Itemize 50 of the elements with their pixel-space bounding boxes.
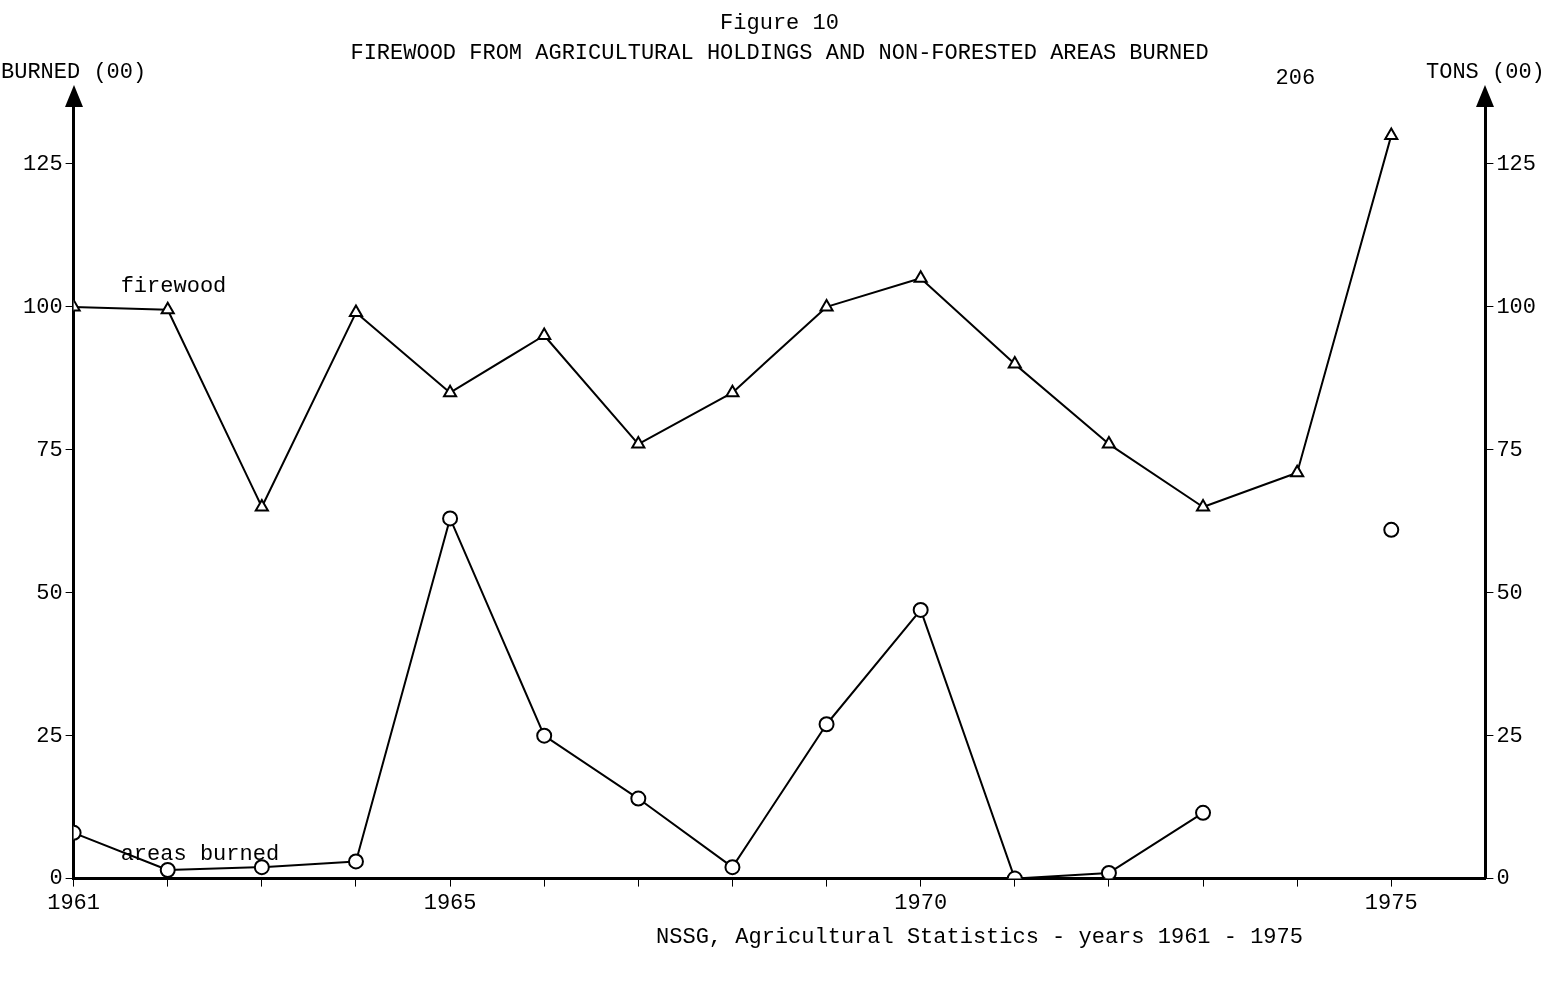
series-label: areas burned: [120, 841, 280, 867]
point: [1195, 498, 1211, 512]
point: [348, 304, 364, 318]
y-axis-title: BURNED (00): [0, 59, 147, 85]
y2-tick-label: 75: [1496, 437, 1523, 463]
text: 206: [1275, 65, 1316, 91]
point: [631, 436, 646, 449]
point: [819, 298, 834, 312]
point: [1101, 436, 1116, 449]
chart-title: Figure 10: [720, 11, 839, 37]
y2-axis-title: TONS (00): [1425, 59, 1545, 85]
y-tick-label: 75: [36, 437, 63, 463]
y2-tick-label: 50: [1496, 580, 1523, 606]
point: [254, 498, 269, 512]
point: [630, 790, 647, 807]
point: [1290, 464, 1305, 478]
point: [253, 859, 270, 876]
point: [160, 301, 175, 315]
y2-tick-label: 125: [1496, 151, 1536, 177]
point: [1100, 864, 1117, 879]
point: [1383, 521, 1400, 538]
x-tick-label: 1965: [423, 890, 477, 916]
point: [536, 727, 553, 744]
y-tick-label: 125: [23, 151, 63, 177]
point: [1007, 356, 1022, 369]
x-tick-label: 1975: [1364, 890, 1418, 916]
x-tick-label: 1961: [47, 890, 101, 916]
chart-subtitle: FIREWOOD FROM AGRICULTURAL HOLDINGS AND NON-FORESTED AREAS BURNED: [350, 41, 1209, 67]
y-tick-label: 100: [23, 294, 63, 320]
y-tick-label: 25: [36, 723, 63, 749]
point: [912, 601, 929, 618]
point: [1384, 127, 1399, 140]
text: NSSG, Agricultural Statistics - years 1961 - 1975: [656, 925, 1303, 951]
point: [1195, 804, 1212, 821]
point: [537, 327, 552, 340]
point: [442, 510, 459, 527]
y-tick-label: 0: [49, 866, 63, 892]
y2-tick-label: 100: [1496, 294, 1536, 320]
point: [818, 716, 835, 733]
point: [724, 859, 741, 876]
point: [347, 853, 364, 870]
series-label: firewood: [120, 273, 227, 299]
y-tick-label: 50: [36, 580, 63, 606]
x-tick-label: 1970: [894, 890, 948, 916]
point: [443, 384, 458, 398]
point: [725, 384, 740, 398]
point: [159, 862, 176, 879]
y2-tick-label: 0: [1496, 866, 1510, 892]
y2-tick-label: 25: [1496, 723, 1523, 749]
point: [913, 270, 928, 283]
